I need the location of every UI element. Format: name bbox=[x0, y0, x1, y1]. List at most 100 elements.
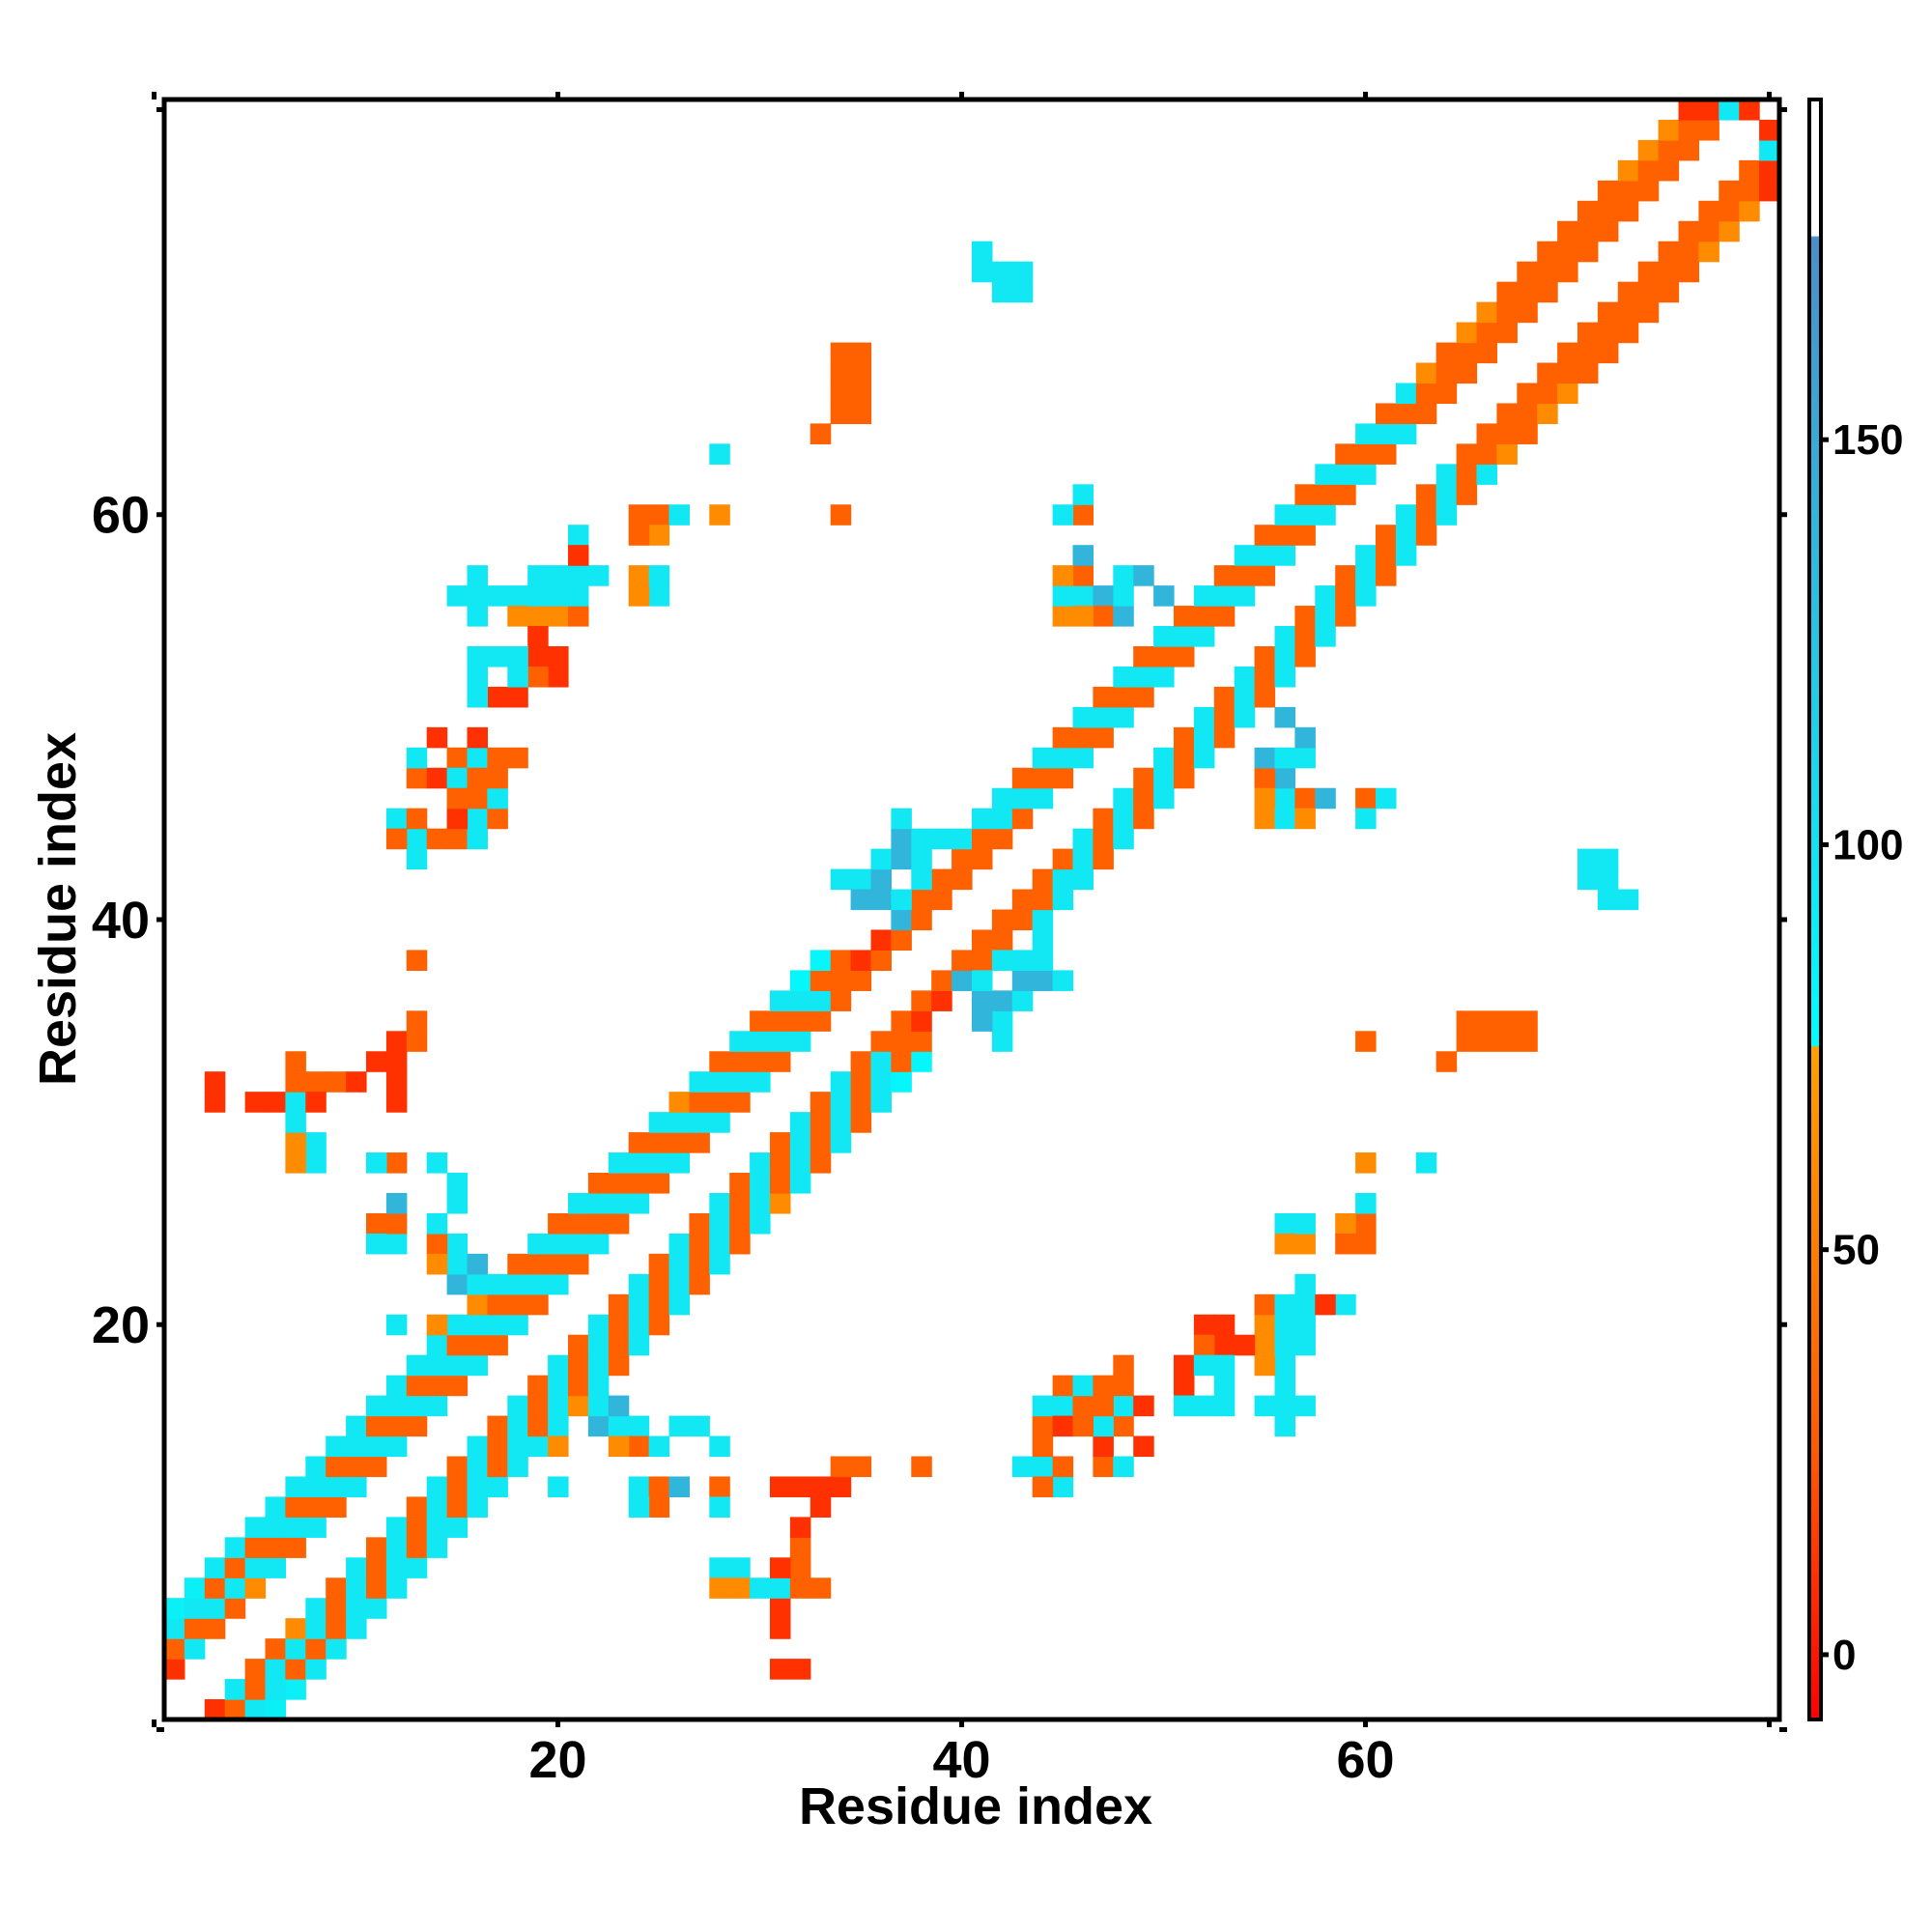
heatmap-cell bbox=[587, 1314, 610, 1336]
heatmap-cell bbox=[1577, 241, 1599, 263]
heatmap-cell bbox=[1315, 1293, 1336, 1316]
heatmap-cell bbox=[628, 1293, 650, 1316]
heatmap-cell bbox=[1032, 767, 1054, 789]
heatmap-cell bbox=[1274, 808, 1295, 830]
heatmap-cell bbox=[1274, 747, 1295, 769]
heatmap-cell bbox=[527, 626, 549, 647]
heatmap-cell bbox=[1335, 565, 1356, 586]
heatmap-cell bbox=[729, 1577, 751, 1599]
heatmap-cell bbox=[527, 1293, 549, 1316]
heatmap-cell bbox=[568, 545, 589, 566]
heatmap-cell bbox=[668, 1273, 690, 1295]
heatmap-cell bbox=[1597, 322, 1619, 344]
heatmap-cell bbox=[385, 1031, 408, 1052]
heatmap-cell bbox=[1294, 606, 1316, 627]
heatmap-cell bbox=[1213, 726, 1236, 749]
heatmap-cell bbox=[830, 868, 852, 891]
heatmap-cell bbox=[709, 504, 730, 526]
heatmap-cell bbox=[1093, 726, 1114, 749]
heatmap-cell bbox=[548, 1273, 569, 1295]
heatmap-cell bbox=[1254, 545, 1276, 566]
heatmap-cell bbox=[385, 1537, 408, 1558]
heatmap-cell bbox=[305, 1638, 327, 1660]
heatmap-cell bbox=[1415, 504, 1437, 526]
heatmap-cell bbox=[426, 1537, 448, 1558]
heatmap-cell bbox=[164, 1638, 185, 1660]
heatmap-cell bbox=[366, 1577, 387, 1599]
heatmap-cell bbox=[1456, 322, 1478, 344]
heatmap-cell bbox=[1032, 1395, 1054, 1417]
heatmap-cell bbox=[1213, 1375, 1236, 1397]
heatmap-cell bbox=[1517, 1031, 1538, 1052]
heatmap-cell bbox=[1719, 180, 1740, 202]
heatmap-cell bbox=[1093, 606, 1114, 627]
heatmap-cell bbox=[1597, 848, 1619, 870]
heatmap-cell bbox=[931, 868, 952, 891]
heatmap-cells bbox=[164, 99, 1780, 1720]
heatmap-cell bbox=[285, 1659, 306, 1680]
heatmap-cell bbox=[668, 1415, 690, 1437]
heatmap-cell bbox=[1213, 1354, 1236, 1377]
heatmap-cell bbox=[1517, 301, 1538, 324]
heatmap-cell bbox=[1658, 281, 1680, 303]
heatmap-cell bbox=[648, 1293, 670, 1316]
heatmap-cell bbox=[972, 1010, 993, 1032]
heatmap-cell bbox=[1476, 443, 1497, 465]
heatmap-cell bbox=[911, 889, 932, 911]
heatmap-cell bbox=[1254, 686, 1276, 708]
heatmap-cell bbox=[1759, 159, 1780, 182]
heatmap-cell bbox=[527, 1435, 549, 1458]
heatmap-cell bbox=[1274, 1354, 1295, 1377]
heatmap-cell bbox=[709, 1212, 730, 1235]
x-tick-label: 60 bbox=[1337, 1731, 1395, 1789]
heatmap-cell bbox=[952, 868, 973, 891]
heatmap-cell bbox=[305, 1092, 327, 1113]
heatmap-cell bbox=[1274, 1334, 1295, 1356]
heatmap-cell bbox=[1294, 1233, 1316, 1255]
heatmap-cell bbox=[1174, 626, 1195, 647]
heatmap-cell bbox=[587, 1173, 610, 1194]
heatmap-cell bbox=[507, 1415, 528, 1437]
heatmap-cell bbox=[1274, 787, 1295, 810]
heatmap-cell bbox=[628, 1314, 650, 1336]
heatmap-cell bbox=[568, 1212, 589, 1235]
heatmap-cell bbox=[1517, 261, 1538, 283]
heatmap-cell bbox=[446, 1476, 469, 1498]
heatmap-cell bbox=[628, 1152, 650, 1174]
heatmap-cell bbox=[608, 1192, 630, 1214]
heatmap-cell bbox=[991, 787, 1013, 810]
heatmap-cell bbox=[467, 1273, 488, 1295]
heatmap-cell bbox=[527, 666, 549, 688]
heatmap-cell bbox=[770, 990, 791, 1011]
heatmap-cell bbox=[648, 525, 670, 546]
heatmap-cell bbox=[1032, 868, 1054, 891]
heatmap-cell bbox=[891, 1031, 912, 1052]
colorbar-gradient bbox=[1807, 98, 1823, 1721]
heatmap-cell bbox=[366, 1152, 387, 1174]
heatmap-cell bbox=[1072, 848, 1094, 870]
heatmap-cell bbox=[406, 1496, 428, 1518]
heatmap-cell bbox=[244, 1659, 267, 1680]
heatmap-cell bbox=[568, 606, 589, 627]
heatmap-cell bbox=[689, 1092, 710, 1113]
heatmap-cell bbox=[931, 970, 952, 991]
heatmap-cell bbox=[810, 423, 832, 444]
heatmap-cell bbox=[326, 1476, 347, 1498]
heatmap-cell bbox=[648, 1476, 670, 1498]
heatmap-cell bbox=[1315, 504, 1336, 526]
heatmap-cell bbox=[1315, 464, 1336, 485]
heatmap-cell bbox=[1335, 1293, 1356, 1316]
heatmap-cell bbox=[991, 261, 1013, 283]
heatmap-cell bbox=[346, 1577, 367, 1599]
heatmap-cell bbox=[1153, 645, 1175, 668]
heatmap-cell bbox=[487, 767, 508, 789]
heatmap-cell bbox=[385, 1212, 408, 1235]
heatmap-cell bbox=[548, 1375, 569, 1397]
heatmap-cell bbox=[507, 1293, 528, 1316]
heatmap-cell bbox=[366, 1212, 387, 1235]
heatmap-cell bbox=[1274, 767, 1295, 789]
heatmap-cell bbox=[1698, 119, 1719, 141]
heatmap-cell bbox=[1719, 99, 1740, 121]
heatmap-cell bbox=[1274, 1293, 1295, 1316]
heatmap-cell bbox=[1577, 220, 1599, 242]
